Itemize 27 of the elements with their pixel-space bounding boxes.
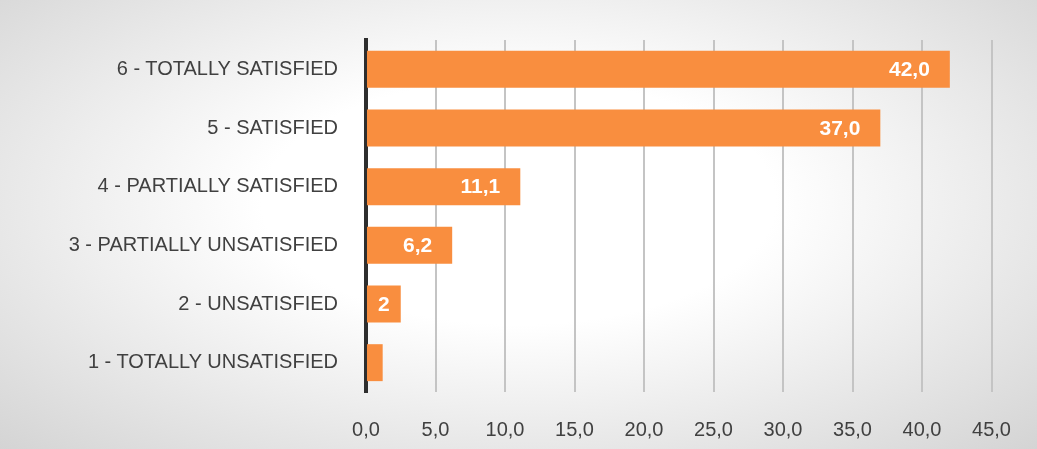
- x-tick-label: 45,0: [972, 417, 1012, 440]
- x-tick-label: 30,0: [763, 417, 803, 440]
- bar: [367, 285, 401, 323]
- data-label: 37,0: [819, 115, 861, 139]
- bar: [367, 168, 521, 206]
- x-tick-label: 15,0: [555, 417, 594, 440]
- y-tick-label: 2 - UNSATISFIED: [178, 291, 338, 314]
- x-tick-label: 5,0: [421, 417, 450, 440]
- data-label: 42,0: [888, 57, 930, 81]
- y-tick-label: 3 - PARTIALLY UNSATISFIED: [68, 232, 338, 255]
- bar: [367, 344, 383, 382]
- bar: [367, 50, 950, 88]
- data-label: 6,2: [402, 233, 433, 257]
- x-tick-label: 0,0: [352, 417, 380, 440]
- x-tick-label: 25,0: [694, 417, 733, 440]
- y-tick-label: 6 - TOTALLY SATISFIED: [116, 56, 338, 79]
- x-tick-label: 20,0: [624, 417, 664, 440]
- y-tick-label: 1 - TOTALLY UNSATISFIED: [87, 350, 338, 373]
- y-tick-label: 5 - SATISFIED: [207, 115, 338, 138]
- x-tick-label: 40,0: [902, 417, 942, 440]
- data-label: 11,1: [460, 174, 501, 198]
- bar: [367, 226, 453, 264]
- y-tick-label: 4 - PARTIALLY SATISFIED: [97, 174, 338, 197]
- x-tick-label: 35,0: [833, 417, 872, 440]
- x-tick-label: 10,0: [485, 417, 525, 440]
- data-label: 2: [378, 291, 390, 315]
- bar: [367, 109, 881, 147]
